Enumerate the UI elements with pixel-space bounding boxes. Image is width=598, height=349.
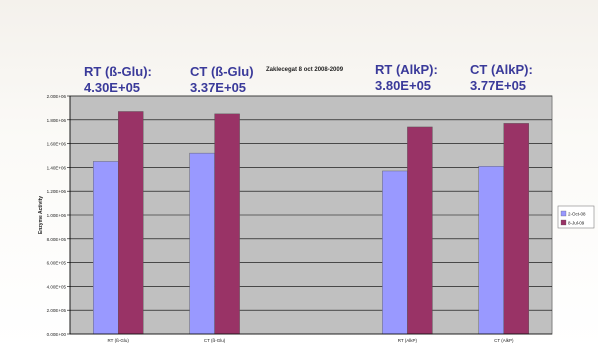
annotation-ct-alkp: CT (AlkP): 3.77E+05 [470,62,533,94]
bar [382,170,408,335]
legend-label: 8-Jul-09 [568,221,585,226]
x-tick-label: CT (ß-Glu) [204,338,226,343]
y-tick-label: 1.20E+06 [47,189,67,194]
annotation-rt-bglu: RT (ß-Glu): 4.30E+05 [84,64,152,96]
legend-box [557,205,595,229]
bar [92,161,119,335]
y-tick-label: 1.00E+06 [47,213,67,218]
annotation-label: RT (ß-Glu): [84,64,152,79]
annotation-label: CT (ß-Glu) [190,64,254,79]
bar [117,111,144,335]
y-tick-label: 1.80E+06 [47,118,67,123]
bar [503,123,529,335]
bar [189,152,215,335]
annotation-label: RT (AlkP): [375,62,438,77]
bar [478,166,504,335]
y-tick-label: 2.00E+06 [47,94,67,99]
x-tick-label: RT (ß-Glu) [108,338,130,343]
annotation-label: CT (AlkP): [470,62,533,77]
annotation-value: 3.77E+05 [470,78,527,93]
chart-title: Zaklecegat 8 oct 2008-2009 [266,67,344,73]
y-axis-label: Enzyme Activity [38,196,44,234]
annotation-value: 4.30E+05 [84,80,141,95]
annotation-ct-bglu: CT (ß-Glu) 3.37E+05 [190,64,254,96]
y-tick-label: 0.00E+00 [47,332,67,337]
y-tick-label: 6.00E+05 [47,261,67,266]
x-tick-label: CT (AlkP) [494,338,514,343]
bar [214,113,240,335]
annotation-rt-alkp: RT (AlkP): 3.80E+05 [375,62,438,94]
bar [407,126,433,335]
x-tick-label: RT (AlkP) [398,338,418,343]
y-tick-label: 4.00E+05 [47,284,67,289]
legend-swatch [560,219,567,226]
legend-swatch [560,210,567,217]
y-tick-label: 1.40E+06 [47,165,67,170]
annotation-value: 3.37E+05 [190,80,247,95]
y-tick-label: 2.00E+05 [47,308,67,313]
legend-label: 2-Oct-08 [568,212,586,217]
annotation-value: 3.80E+05 [375,78,432,93]
y-tick-label: 8.00E+05 [47,237,67,242]
y-tick-label: 1.60E+06 [47,142,67,147]
